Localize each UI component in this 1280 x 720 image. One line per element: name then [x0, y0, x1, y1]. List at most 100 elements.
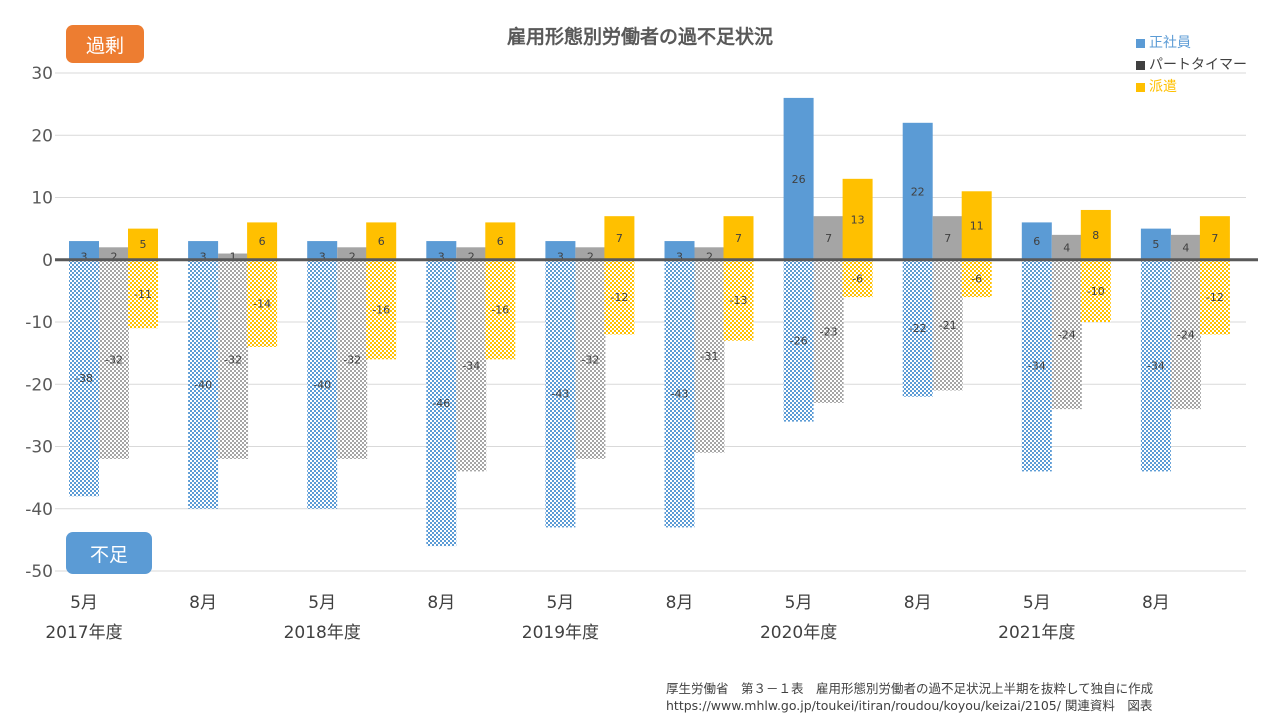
data-label-shortage: -13 — [730, 294, 748, 307]
bar-surplus-seishain — [545, 241, 576, 260]
source-note: 厚生労働省 第３－１表 雇用形態別労働者の過不足状況上半期を抜粋して独自に作成 … — [666, 680, 1153, 714]
data-label-surplus: 2 — [349, 250, 356, 263]
legend-label-haken: 派遣 — [1149, 79, 1177, 95]
year-label: 2020年度 — [760, 623, 837, 643]
shortage-badge: 不足 — [66, 532, 152, 574]
data-label-surplus: 6 — [497, 235, 504, 248]
data-label-surplus: 3 — [200, 250, 207, 263]
data-label-surplus: 22 — [911, 185, 925, 198]
data-label-surplus: 3 — [676, 250, 683, 263]
y-tick-label: -40 — [25, 500, 53, 520]
bar-shortage-part — [456, 259, 487, 472]
data-label-shortage: -23 — [820, 325, 838, 338]
surplus-badge: 過剰 — [66, 25, 144, 63]
legend-item-seishain: 正社員 — [1136, 32, 1247, 54]
x-tick-label: 5月 — [546, 593, 574, 613]
bar-surplus-haken — [961, 191, 992, 260]
source-line-1: 厚生労働省 第３－１表 雇用形態別労働者の過不足状況上半期を抜粋して独自に作成 — [666, 681, 1154, 696]
x-tick-label: 5月 — [1023, 593, 1051, 613]
bar-shortage-haken — [1080, 259, 1111, 322]
bar-surplus-seishain — [1021, 222, 1052, 260]
bar-shortage-seishain — [188, 259, 219, 509]
bar-shortage-haken — [1199, 259, 1230, 335]
bar-shortage-haken — [604, 259, 635, 335]
data-label-shortage: -24 — [1058, 328, 1076, 341]
bar-surplus-part — [694, 247, 725, 260]
x-tick-label: 5月 — [308, 593, 336, 613]
data-label-shortage: -21 — [939, 319, 957, 332]
year-label: 2021年度 — [998, 623, 1075, 643]
bar-surplus-haken — [1080, 209, 1111, 260]
bar-shortage-part — [337, 259, 368, 459]
data-label-surplus: 2 — [706, 250, 713, 263]
data-label-shortage: -31 — [701, 350, 719, 363]
data-label-surplus: 6 — [259, 235, 266, 248]
legend-item-part: パートタイマー — [1136, 54, 1247, 76]
bar-shortage-haken — [723, 259, 754, 341]
bar-shortage-seishain — [664, 259, 695, 528]
data-label-shortage: -46 — [432, 397, 450, 410]
x-tick-label: 8月 — [1142, 593, 1170, 613]
bar-surplus-seishain — [1140, 228, 1171, 260]
data-label-shortage: -24 — [1177, 328, 1195, 341]
data-label-surplus: 5 — [1152, 238, 1159, 251]
bar-surplus-seishain — [902, 122, 933, 260]
bar-surplus-haken — [1199, 216, 1230, 260]
bar-surplus-seishain — [69, 241, 99, 260]
data-label-surplus: 7 — [825, 232, 832, 245]
bar-surplus-part — [1051, 234, 1082, 260]
bar-surplus-part — [456, 247, 487, 260]
bar-shortage-seishain — [426, 259, 457, 547]
bar-surplus-part — [218, 253, 249, 260]
y-tick-label: 20 — [31, 126, 53, 146]
bar-surplus-part — [337, 247, 368, 260]
bar-shortage-part — [813, 259, 844, 403]
bar-shortage-part — [932, 259, 963, 391]
bar-shortage-part — [575, 259, 606, 459]
bar-surplus-haken — [604, 216, 635, 260]
y-tick-label: -10 — [25, 313, 53, 333]
bar-surplus-seishain — [426, 241, 457, 260]
data-label-shortage: -12 — [1206, 291, 1224, 304]
y-tick-label: 30 — [31, 64, 53, 84]
bar-surplus-haken — [842, 178, 873, 260]
data-label-shortage: -16 — [491, 304, 509, 317]
bar-surplus-seishain — [307, 241, 338, 260]
x-tick-label: 8月 — [666, 593, 694, 613]
bar-shortage-haken — [485, 259, 516, 360]
bar-surplus-part — [99, 247, 129, 260]
data-label-surplus: 7 — [616, 232, 623, 245]
bar-shortage-haken — [366, 259, 397, 360]
bar-surplus-part — [1170, 234, 1201, 260]
source-line-2: https://www.mhlw.go.jp/toukei/itiran/rou… — [666, 698, 1153, 713]
data-label-shortage: -34 — [1028, 360, 1046, 373]
bar-shortage-part — [1170, 259, 1201, 410]
bar-shortage-part — [1051, 259, 1082, 410]
data-label-shortage: -40 — [313, 378, 331, 391]
data-label-surplus: 4 — [1182, 241, 1189, 254]
bar-surplus-part — [932, 216, 963, 260]
y-tick-label: 10 — [31, 189, 53, 209]
data-label-surplus: 7 — [735, 232, 742, 245]
data-label-surplus: 2 — [111, 250, 118, 263]
bar-shortage-haken — [247, 259, 278, 347]
data-label-shortage: -12 — [610, 291, 628, 304]
bar-surplus-part — [575, 247, 606, 260]
y-tick-label: 0 — [42, 251, 53, 271]
bar-shortage-haken — [842, 259, 873, 298]
x-tick-label: 8月 — [427, 593, 455, 613]
bar-surplus-haken — [128, 228, 158, 260]
bar-shortage-seishain — [783, 259, 814, 422]
data-label-shortage: -32 — [343, 353, 361, 366]
bar-surplus-part — [813, 216, 844, 260]
year-label: 2018年度 — [284, 623, 361, 643]
bar-surplus-haken — [485, 222, 516, 260]
data-label-shortage: -34 — [462, 360, 480, 373]
y-tick-label: -30 — [25, 438, 53, 458]
bar-shortage-seishain — [545, 259, 576, 528]
bar-shortage-seishain — [1021, 259, 1052, 472]
data-label-surplus: 2 — [587, 250, 594, 263]
data-label-shortage: -22 — [909, 322, 927, 335]
data-label-shortage: -40 — [194, 378, 212, 391]
